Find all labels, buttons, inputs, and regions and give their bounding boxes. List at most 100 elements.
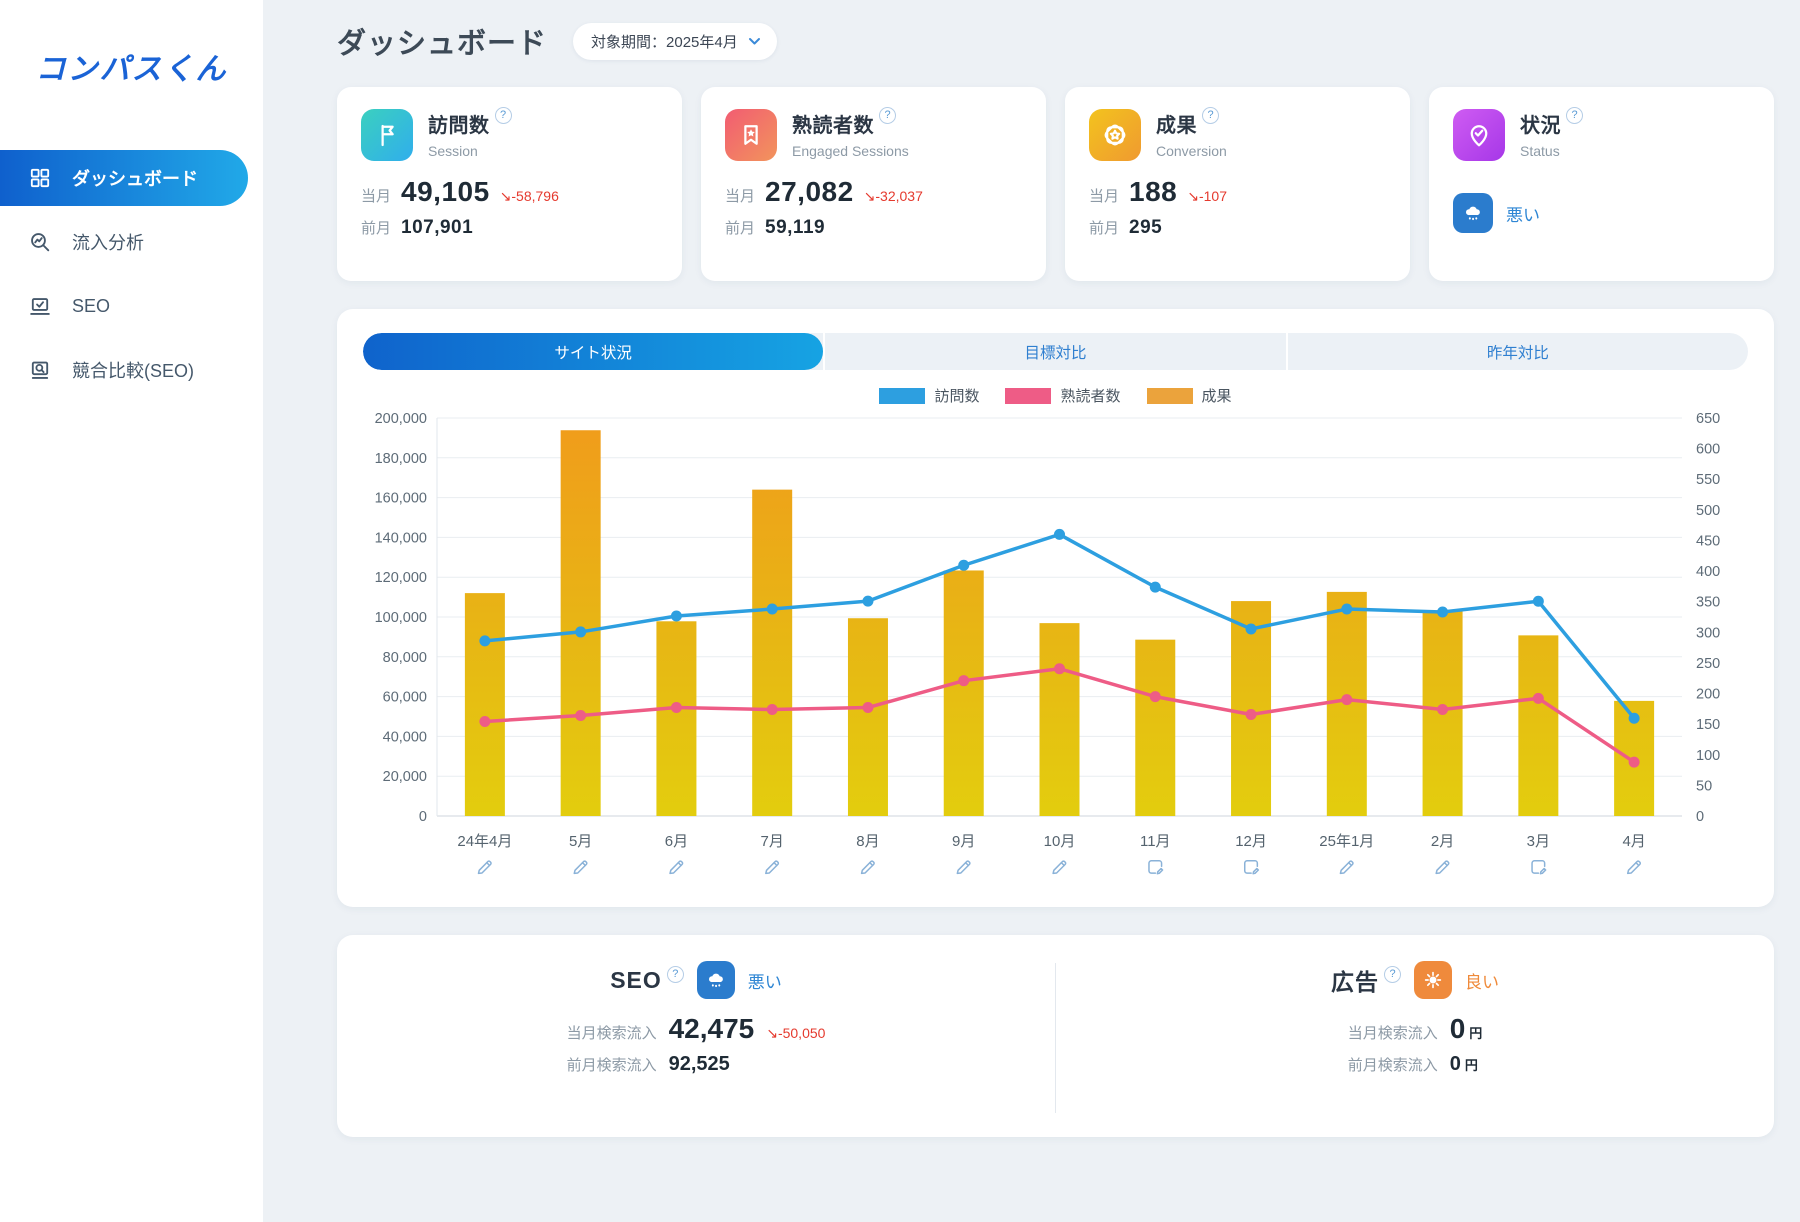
kpi-title: 熟読者数 [792, 115, 874, 137]
bar [1231, 601, 1272, 816]
kpi-subtitle: Engaged Sessions [792, 143, 909, 159]
data-point [479, 715, 491, 727]
seal-star-icon [1089, 109, 1141, 161]
svg-text:11月: 11月 [1140, 833, 1171, 850]
svg-text:250: 250 [1696, 656, 1720, 672]
data-point [1149, 581, 1161, 593]
seo-summary: SEO ? 悪い 当月検索流入 42,475 ↘-50,050 前月検索流入 92,52… [337, 961, 1055, 1115]
row-label: 前月検索流入 [1347, 1057, 1438, 1074]
current-month-label: 当月 [1089, 188, 1120, 205]
kpi-row: 訪問数? Session 当月 49,105 ↘-58,796 前月 107,901 熟読者数… [337, 87, 1774, 281]
month-memo-button[interactable] [1243, 860, 1260, 875]
bar [1518, 635, 1559, 816]
legend-swatch [879, 387, 926, 404]
tab-yoy-compare[interactable]: 昨年対比 [1285, 333, 1748, 370]
svg-text:5月: 5月 [569, 833, 592, 850]
kpi-card-engaged: 熟読者数? Engaged Sessions 当月 27,082 ↘-32,037 前月 5… [701, 87, 1046, 281]
sidebar-item-seo[interactable]: SEO [0, 278, 263, 334]
kpi-card-sessions: 訪問数? Session 当月 49,105 ↘-58,796 前月 107,901 [337, 87, 682, 281]
legend-swatch [1146, 387, 1193, 404]
current-month-label: 当月 [361, 188, 392, 205]
bookmark-star-icon [725, 109, 777, 161]
data-point [958, 559, 970, 571]
month-edit-button[interactable] [860, 860, 875, 875]
svg-text:6月: 6月 [665, 833, 688, 850]
svg-text:600: 600 [1696, 442, 1720, 458]
month-edit-button[interactable] [956, 860, 971, 875]
kpi-title: 成果 [1156, 115, 1197, 137]
svg-text:140,000: 140,000 [375, 530, 427, 546]
help-icon[interactable]: ? [1566, 107, 1583, 124]
legend-item: 熟読者数 [1005, 385, 1121, 406]
svg-text:0: 0 [1696, 809, 1704, 825]
data-point [575, 710, 587, 722]
help-icon[interactable]: ? [494, 107, 512, 124]
data-point [766, 603, 778, 615]
chevron-down-icon [748, 37, 760, 44]
delta-value: ↘-107 [1187, 188, 1227, 204]
laptop-check-icon [28, 294, 52, 318]
page-header: ダッシュボード 対象期間：2025年4月 [337, 20, 1774, 62]
data-point [1437, 704, 1449, 716]
tab-goal-compare[interactable]: 目標対比 [823, 333, 1285, 370]
svg-text:12月: 12月 [1235, 833, 1267, 850]
bar [1135, 639, 1176, 816]
month-edit-button[interactable] [1339, 860, 1354, 875]
sidebar-item-dashboard[interactable]: ダッシュボード [0, 150, 248, 206]
main-content: ダッシュボード 対象期間：2025年4月 訪問数? Session 当月 49,105… [263, 0, 1800, 1222]
bar [656, 621, 697, 816]
prev-month-row: 前月検索流入 0 円 [1348, 1053, 1483, 1076]
svg-text:3月: 3月 [1527, 833, 1550, 850]
current-month-value: 188 [1129, 176, 1178, 207]
svg-text:450: 450 [1696, 533, 1720, 549]
sidebar-item-inflow[interactable]: 流入分析 [0, 214, 263, 270]
help-icon[interactable]: ? [1202, 107, 1219, 124]
prev-month-label: 前月 [361, 220, 392, 237]
legend-label: 訪問数 [934, 388, 980, 405]
prev-month-row: 前月検索流入 92,525 [567, 1053, 826, 1076]
legend-label: 成果 [1201, 388, 1232, 405]
month-edit-button[interactable] [1626, 860, 1642, 875]
month-memo-button[interactable] [1148, 860, 1164, 875]
month-edit-button[interactable] [1052, 860, 1067, 875]
rain-icon [1453, 193, 1493, 233]
period-selector[interactable]: 対象期間：2025年4月 [573, 22, 777, 60]
svg-text:200: 200 [1696, 687, 1720, 703]
pin-check-icon [1453, 109, 1505, 161]
help-icon[interactable]: ? [666, 965, 684, 983]
status-label: 悪い [1506, 205, 1540, 225]
svg-text:100,000: 100,000 [375, 610, 427, 626]
month-memo-button[interactable] [1531, 860, 1547, 875]
data-point [1245, 709, 1257, 721]
sidebar-item-competitor[interactable]: 競合比較(SEO) [0, 342, 263, 398]
data-point [862, 595, 874, 607]
svg-text:550: 550 [1696, 472, 1720, 488]
month-edit-button[interactable] [669, 860, 684, 875]
svg-text:400: 400 [1696, 564, 1720, 580]
help-icon[interactable]: ? [879, 107, 896, 124]
sun-icon [1414, 961, 1452, 999]
tab-site-status[interactable]: サイト状況 [363, 333, 824, 370]
chart-tabs: サイト状況 目標対比 昨年対比 [363, 333, 1748, 370]
month-edit-button[interactable] [477, 860, 492, 875]
svg-text:200,000: 200,000 [375, 412, 427, 427]
legend-swatch [1005, 387, 1052, 404]
svg-text:180,000: 180,000 [375, 451, 427, 467]
data-point [958, 675, 970, 687]
sidebar-item-label: 流入分析 [72, 233, 144, 253]
sidebar-item-label: 競合比較(SEO) [72, 361, 195, 381]
svg-text:24年4月: 24年4月 [457, 833, 512, 850]
svg-text:150: 150 [1696, 717, 1720, 733]
help-icon[interactable]: ? [1384, 965, 1401, 983]
current-month-row: 当月検索流入 0 円 [1348, 1013, 1483, 1045]
data-point [1532, 692, 1544, 704]
month-edit-button[interactable] [1435, 860, 1450, 875]
data-point [1054, 528, 1065, 540]
svg-text:2月: 2月 [1431, 833, 1454, 850]
svg-text:20,000: 20,000 [383, 769, 427, 785]
summary-card: SEO ? 悪い 当月検索流入 42,475 ↘-50,050 前月検索流入 92,52… [337, 935, 1774, 1137]
month-edit-button[interactable] [573, 860, 588, 875]
month-edit-button[interactable] [765, 860, 780, 875]
svg-text:500: 500 [1696, 503, 1720, 519]
data-point [670, 702, 682, 714]
